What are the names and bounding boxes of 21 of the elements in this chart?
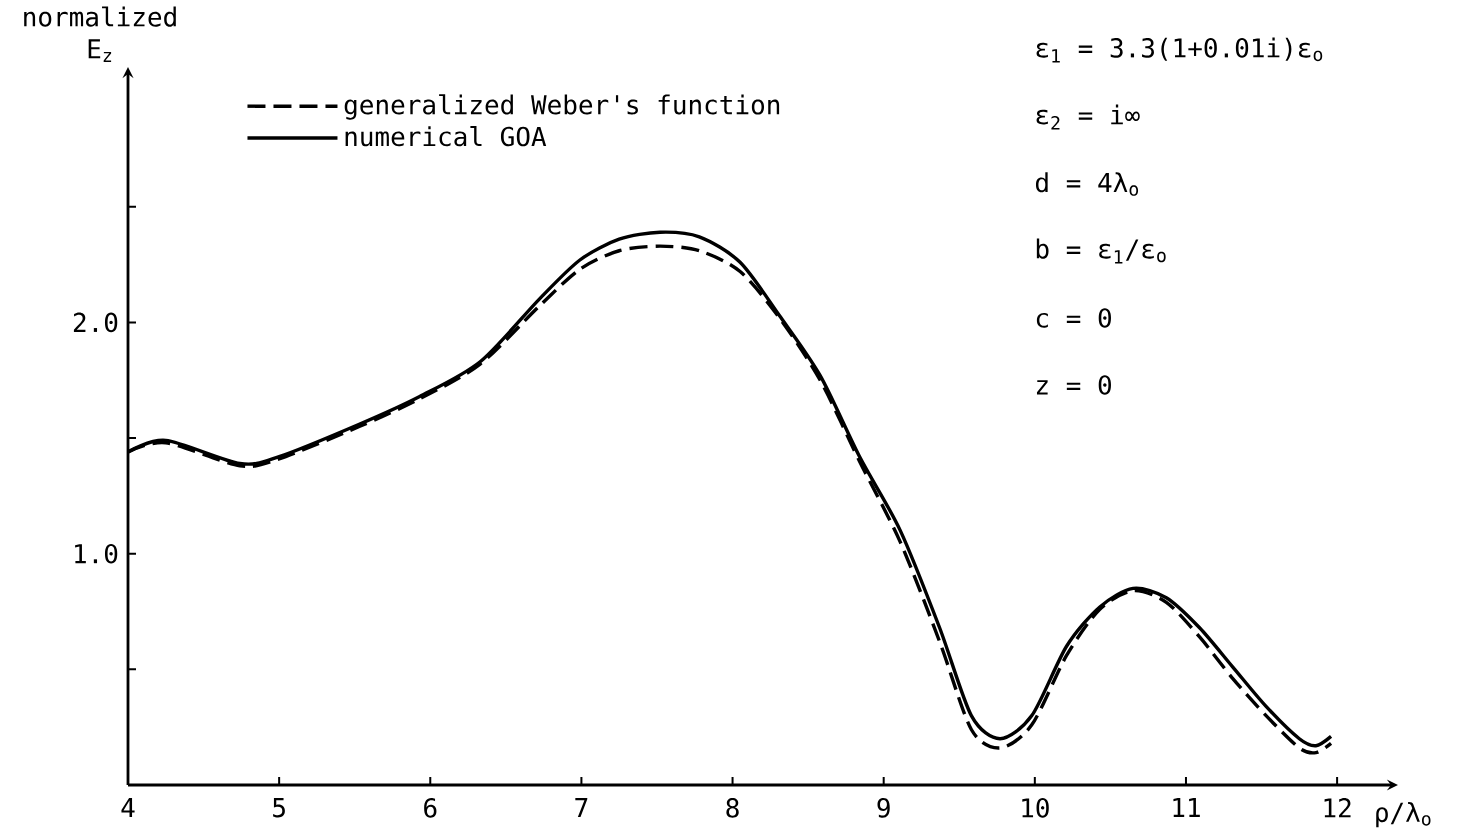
x-tick-label: 12: [1324, 798, 1351, 818]
annotation: c = 0: [1036, 308, 1111, 328]
x-tick-label: 5: [273, 798, 285, 818]
x-tick-label: 7: [575, 798, 588, 818]
x-tick-label: 11: [1173, 798, 1200, 818]
annotation: b = ε$_{1}$/ε$_{o}$: [1036, 238, 1166, 264]
legend-label: generalized Weber's function: [344, 94, 780, 120]
x-axis-title: ρ/λ$_{o}$: [1376, 802, 1431, 828]
text: ε$_{1}$ = 3.3(1+0.01i)ε$_{o}$: [1036, 37, 1323, 63]
y-tick-label: 1.0: [75, 543, 118, 564]
annotation: ε$_{2}$ = i∞: [1036, 104, 1140, 130]
x-tick-label: 9: [877, 798, 890, 818]
annotation: d = 4λ$_{o}$: [1035, 172, 1139, 196]
x-tick-label: 8: [726, 798, 739, 818]
x-tick-label: 6: [424, 798, 437, 818]
y-tick-label: 2.0: [73, 312, 118, 333]
x-tick-label: 4: [121, 798, 135, 818]
y-axis-title: normalized E$_{z}$: [24, 6, 176, 62]
annotation: z = 0: [1036, 375, 1111, 395]
x-tick-label: 10: [1022, 798, 1049, 818]
legend-label: numerical GOA: [345, 126, 547, 147]
